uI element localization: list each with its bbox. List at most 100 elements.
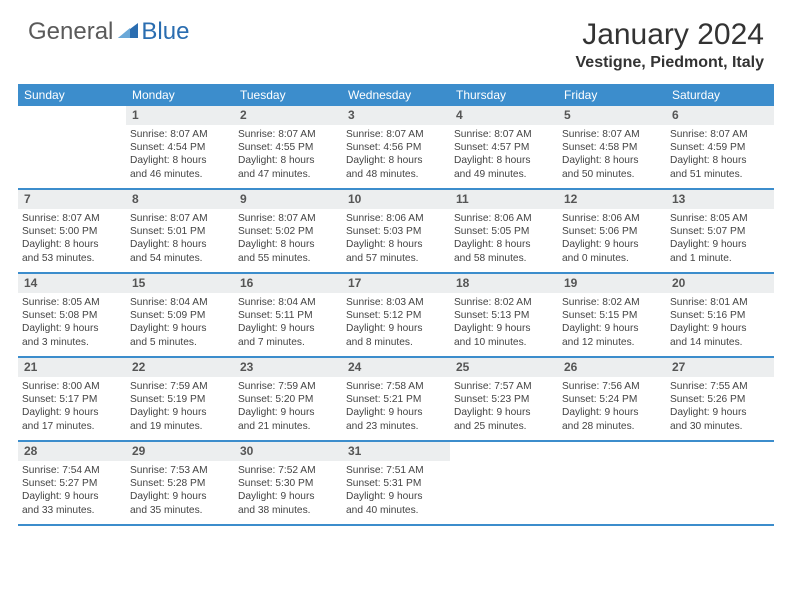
logo-sail-icon xyxy=(116,20,140,40)
location: Vestigne, Piedmont, Italy xyxy=(576,54,765,72)
day-num-wrap: 26 xyxy=(558,358,666,377)
day-sunset: Sunset: 5:12 PM xyxy=(346,309,446,322)
day-sunrise: Sunrise: 8:05 AM xyxy=(22,296,122,309)
day-sunset: Sunset: 5:17 PM xyxy=(22,393,122,406)
day-day2: and 55 minutes. xyxy=(238,252,338,265)
day-cell: 4Sunrise: 8:07 AMSunset: 4:57 PMDaylight… xyxy=(450,106,558,188)
day-day1: Daylight: 8 hours xyxy=(670,154,770,167)
day-num: 19 xyxy=(564,276,577,290)
day-cell: 19Sunrise: 8:02 AMSunset: 5:15 PMDayligh… xyxy=(558,274,666,356)
day-sunrise: Sunrise: 8:07 AM xyxy=(454,128,554,141)
day-num-wrap: 20 xyxy=(666,274,774,293)
day-num-wrap: 11 xyxy=(450,190,558,209)
header: General Blue January 2024 Vestigne, Pied… xyxy=(0,0,792,80)
day-num-wrap: 8 xyxy=(126,190,234,209)
week-row: 7Sunrise: 8:07 AMSunset: 5:00 PMDaylight… xyxy=(18,190,774,274)
day-num-wrap: 1 xyxy=(126,106,234,125)
day-day1: Daylight: 9 hours xyxy=(562,238,662,251)
day-sunset: Sunset: 5:28 PM xyxy=(130,477,230,490)
day-day2: and 12 minutes. xyxy=(562,336,662,349)
day-num-wrap: 22 xyxy=(126,358,234,377)
day-num: 8 xyxy=(132,192,139,206)
day-sunrise: Sunrise: 8:06 AM xyxy=(454,212,554,225)
day-cell: 28Sunrise: 7:54 AMSunset: 5:27 PMDayligh… xyxy=(18,442,126,524)
day-sunrise: Sunrise: 8:01 AM xyxy=(670,296,770,309)
day-num-wrap: 29 xyxy=(126,442,234,461)
day-day2: and 5 minutes. xyxy=(130,336,230,349)
day-sunrise: Sunrise: 8:07 AM xyxy=(130,128,230,141)
day-day1: Daylight: 9 hours xyxy=(670,238,770,251)
day-day2: and 19 minutes. xyxy=(130,420,230,433)
day-num: 27 xyxy=(672,360,685,374)
day-sunset: Sunset: 4:59 PM xyxy=(670,141,770,154)
day-num: 9 xyxy=(240,192,247,206)
day-cell: 23Sunrise: 7:59 AMSunset: 5:20 PMDayligh… xyxy=(234,358,342,440)
day-sunset: Sunset: 5:07 PM xyxy=(670,225,770,238)
week-row: 28Sunrise: 7:54 AMSunset: 5:27 PMDayligh… xyxy=(18,442,774,526)
day-num-wrap: 12 xyxy=(558,190,666,209)
week-row: 14Sunrise: 8:05 AMSunset: 5:08 PMDayligh… xyxy=(18,274,774,358)
day-sunset: Sunset: 5:09 PM xyxy=(130,309,230,322)
day-cell: 16Sunrise: 8:04 AMSunset: 5:11 PMDayligh… xyxy=(234,274,342,356)
day-num: 26 xyxy=(564,360,577,374)
day-day1: Daylight: 9 hours xyxy=(22,406,122,419)
calendar: SundayMondayTuesdayWednesdayThursdayFrid… xyxy=(18,84,774,526)
day-num: 15 xyxy=(132,276,145,290)
day-day2: and 8 minutes. xyxy=(346,336,446,349)
day-sunrise: Sunrise: 7:57 AM xyxy=(454,380,554,393)
dow-cell: Sunday xyxy=(18,84,126,106)
day-sunset: Sunset: 5:24 PM xyxy=(562,393,662,406)
day-day2: and 23 minutes. xyxy=(346,420,446,433)
day-num-wrap: 28 xyxy=(18,442,126,461)
day-cell: 30Sunrise: 7:52 AMSunset: 5:30 PMDayligh… xyxy=(234,442,342,524)
day-num-wrap: 4 xyxy=(450,106,558,125)
day-num-wrap: 23 xyxy=(234,358,342,377)
day-day1: Daylight: 9 hours xyxy=(454,406,554,419)
day-day2: and 57 minutes. xyxy=(346,252,446,265)
day-sunset: Sunset: 5:05 PM xyxy=(454,225,554,238)
day-num-wrap: 10 xyxy=(342,190,450,209)
day-sunrise: Sunrise: 8:07 AM xyxy=(238,212,338,225)
day-num-wrap: 7 xyxy=(18,190,126,209)
day-sunrise: Sunrise: 7:59 AM xyxy=(238,380,338,393)
day-num: 24 xyxy=(348,360,361,374)
day-day1: Daylight: 9 hours xyxy=(670,322,770,335)
day-sunset: Sunset: 5:30 PM xyxy=(238,477,338,490)
day-cell: 22Sunrise: 7:59 AMSunset: 5:19 PMDayligh… xyxy=(126,358,234,440)
day-num-wrap: 13 xyxy=(666,190,774,209)
day-sunrise: Sunrise: 8:07 AM xyxy=(670,128,770,141)
day-sunrise: Sunrise: 7:52 AM xyxy=(238,464,338,477)
day-num: 31 xyxy=(348,444,361,458)
day-sunrise: Sunrise: 8:05 AM xyxy=(670,212,770,225)
dow-cell: Thursday xyxy=(450,84,558,106)
day-sunrise: Sunrise: 8:06 AM xyxy=(346,212,446,225)
day-cell: 31Sunrise: 7:51 AMSunset: 5:31 PMDayligh… xyxy=(342,442,450,524)
day-day2: and 28 minutes. xyxy=(562,420,662,433)
day-day1: Daylight: 8 hours xyxy=(22,238,122,251)
day-day2: and 33 minutes. xyxy=(22,504,122,517)
day-day2: and 40 minutes. xyxy=(346,504,446,517)
day-sunrise: Sunrise: 7:54 AM xyxy=(22,464,122,477)
day-cell: 27Sunrise: 7:55 AMSunset: 5:26 PMDayligh… xyxy=(666,358,774,440)
dow-cell: Saturday xyxy=(666,84,774,106)
day-sunset: Sunset: 5:08 PM xyxy=(22,309,122,322)
day-num-wrap: 21 xyxy=(18,358,126,377)
day-sunset: Sunset: 5:21 PM xyxy=(346,393,446,406)
day-sunrise: Sunrise: 7:56 AM xyxy=(562,380,662,393)
week-row: 1Sunrise: 8:07 AMSunset: 4:54 PMDaylight… xyxy=(18,106,774,190)
day-day2: and 35 minutes. xyxy=(130,504,230,517)
day-day1: Daylight: 8 hours xyxy=(238,238,338,251)
day-sunrise: Sunrise: 8:04 AM xyxy=(130,296,230,309)
day-day1: Daylight: 8 hours xyxy=(454,154,554,167)
day-day1: Daylight: 9 hours xyxy=(346,322,446,335)
day-day2: and 17 minutes. xyxy=(22,420,122,433)
day-sunset: Sunset: 5:13 PM xyxy=(454,309,554,322)
day-sunset: Sunset: 4:58 PM xyxy=(562,141,662,154)
day-day2: and 0 minutes. xyxy=(562,252,662,265)
day-day2: and 38 minutes. xyxy=(238,504,338,517)
day-num-wrap: 15 xyxy=(126,274,234,293)
day-day2: and 53 minutes. xyxy=(22,252,122,265)
day-num-wrap: 31 xyxy=(342,442,450,461)
day-day1: Daylight: 9 hours xyxy=(238,490,338,503)
day-num-wrap: 24 xyxy=(342,358,450,377)
